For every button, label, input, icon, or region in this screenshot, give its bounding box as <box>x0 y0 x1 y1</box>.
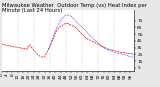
Text: Milwaukee Weather  Outdoor Temp (vs) Heat Index per Minute (Last 24 Hours): Milwaukee Weather Outdoor Temp (vs) Heat… <box>2 3 147 13</box>
